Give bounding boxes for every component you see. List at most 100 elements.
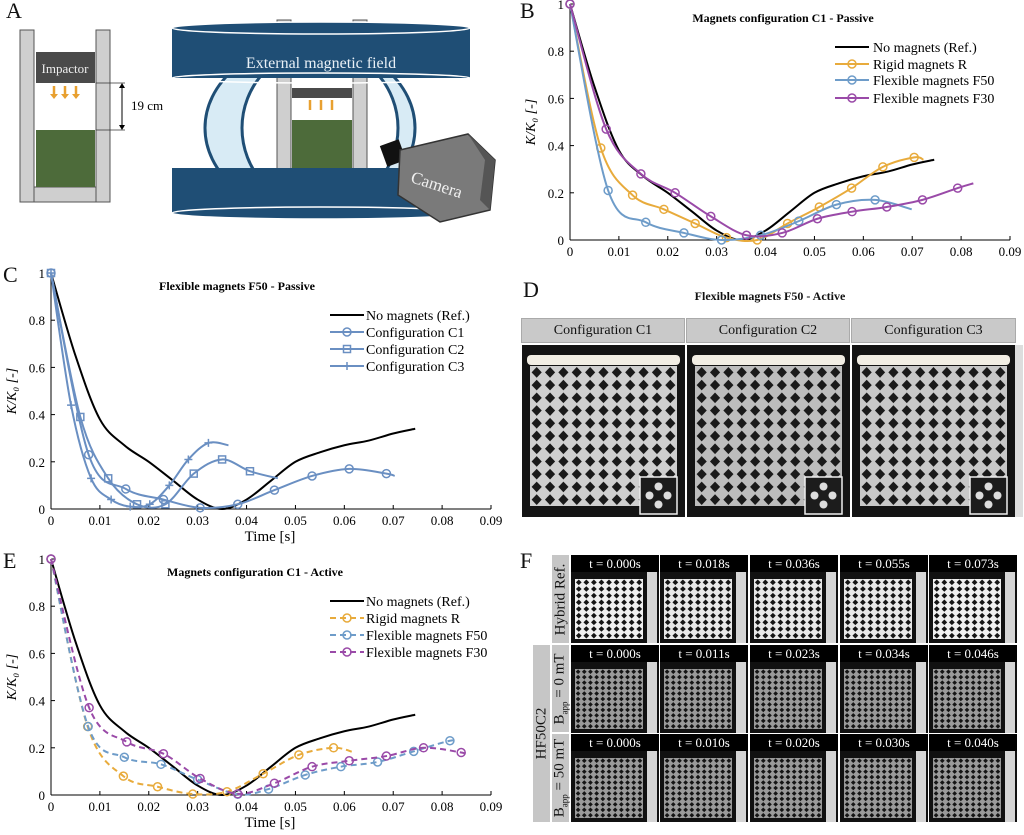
lattice-hole: [600, 774, 606, 780]
data-point: [952, 183, 963, 193]
lattice-hole: [852, 579, 859, 586]
lattice-hole: [571, 443, 582, 455]
lattice-hole: [606, 674, 612, 680]
lattice-hole: [695, 774, 701, 780]
lattice-hole: [933, 619, 940, 626]
frame-timestamp: t = 0.073s: [929, 555, 1017, 572]
lattice-hole: [760, 674, 766, 680]
lattice-hole: [631, 669, 637, 675]
lattice-hole: [971, 619, 978, 626]
lattice-hole: [677, 774, 682, 780]
lattice-hole: [890, 606, 896, 612]
lattice-hole: [726, 774, 732, 780]
data-point: [565, 0, 575, 9]
lattice-hole: [585, 367, 596, 378]
lattice-hole: [970, 674, 976, 680]
lattice-hole: [881, 669, 887, 675]
data-point: [87, 474, 96, 483]
lattice-hole: [964, 763, 970, 769]
lattice-hole: [981, 379, 993, 391]
lattice-hole: [863, 669, 868, 675]
lattice-hole: [977, 713, 982, 718]
x-tick-label: 0.09: [480, 799, 503, 814]
data-point: [336, 761, 346, 772]
lattice-hole: [881, 685, 887, 691]
lattice-hole: [714, 774, 719, 780]
lattice-hole: [816, 774, 822, 780]
lattice-hole: [890, 619, 896, 626]
lattice-hole: [804, 707, 809, 713]
lattice-hole: [631, 802, 637, 807]
lattice-hole: [989, 812, 995, 818]
lattice-hole: [664, 632, 671, 639]
lattice-hole: [613, 612, 620, 619]
lattice-hole: [955, 417, 966, 429]
lattice-hole: [863, 713, 868, 718]
lattice-hole: [696, 405, 707, 416]
lattice-hole: [773, 674, 778, 680]
lattice-hole: [612, 674, 618, 680]
lattice-hole: [625, 807, 630, 813]
lattice-hole: [970, 802, 976, 807]
lattice-hole: [621, 619, 627, 626]
lattice-hole: [791, 685, 797, 691]
lattice-hole: [631, 791, 637, 796]
lattice-hole: [754, 669, 760, 675]
legend-label: Configuration C1: [366, 326, 464, 341]
lattice-hole: [800, 599, 806, 606]
legend-marker: [342, 630, 352, 640]
data-point: [878, 162, 888, 172]
lattice-hole: [785, 796, 791, 802]
lattice-hole: [625, 405, 636, 416]
lattice-hole: [971, 626, 978, 632]
lattice-hole: [767, 702, 772, 707]
lattice-hole: [968, 456, 979, 467]
series-line: [50, 272, 279, 509]
lattice-hole: [638, 405, 649, 416]
lattice-hole: [894, 696, 899, 702]
lattice-hole: [964, 802, 970, 807]
lattice-hole: [631, 674, 637, 680]
lattice-hole: [810, 796, 816, 802]
lattice-hole: [977, 812, 982, 818]
lattice-hole: [709, 367, 721, 378]
lattice-hole: [949, 626, 955, 632]
column-header-c2: Configuration C2: [686, 318, 850, 343]
lattice-hole: [708, 696, 713, 702]
lattice-hole: [939, 691, 945, 696]
lattice-hole: [882, 592, 889, 599]
lattice-hole: [754, 612, 761, 619]
lattice-hole: [785, 696, 791, 702]
lattice-hole: [750, 367, 761, 378]
lattice-hole: [670, 791, 676, 796]
lattice-hole: [726, 702, 732, 707]
lattice-hole: [875, 680, 881, 685]
lattice-hole: [726, 769, 732, 774]
lattice-hole: [881, 763, 887, 769]
lattice-hole: [696, 456, 707, 467]
lattice-hole: [933, 599, 940, 606]
lattice-hole: [956, 606, 963, 612]
photo-configuration-c2: [687, 345, 850, 517]
photo-configuration-c1: [522, 345, 685, 517]
lattice-hole: [717, 586, 724, 592]
lattice-hole: [900, 707, 906, 713]
lattice-hole: [625, 702, 630, 707]
lattice-hole: [696, 417, 707, 429]
lattice-hole: [619, 769, 624, 774]
lattice-hole: [792, 619, 799, 626]
lattice-hole: [874, 405, 886, 416]
lattice-hole: [958, 780, 964, 785]
lattice-hole: [695, 780, 701, 785]
lattice-hole: [680, 579, 686, 586]
lattice-hole: [558, 456, 569, 467]
lattice-hole: [754, 707, 760, 713]
lattice-hole: [606, 579, 612, 586]
lattice-hole: [588, 774, 593, 780]
lattice-hole: [844, 769, 850, 774]
lattice-hole: [970, 763, 976, 769]
lattice-hole: [977, 791, 982, 796]
lattice-hole: [875, 702, 881, 707]
lattice-hole: [906, 758, 912, 764]
lattice-hole: [763, 392, 774, 404]
